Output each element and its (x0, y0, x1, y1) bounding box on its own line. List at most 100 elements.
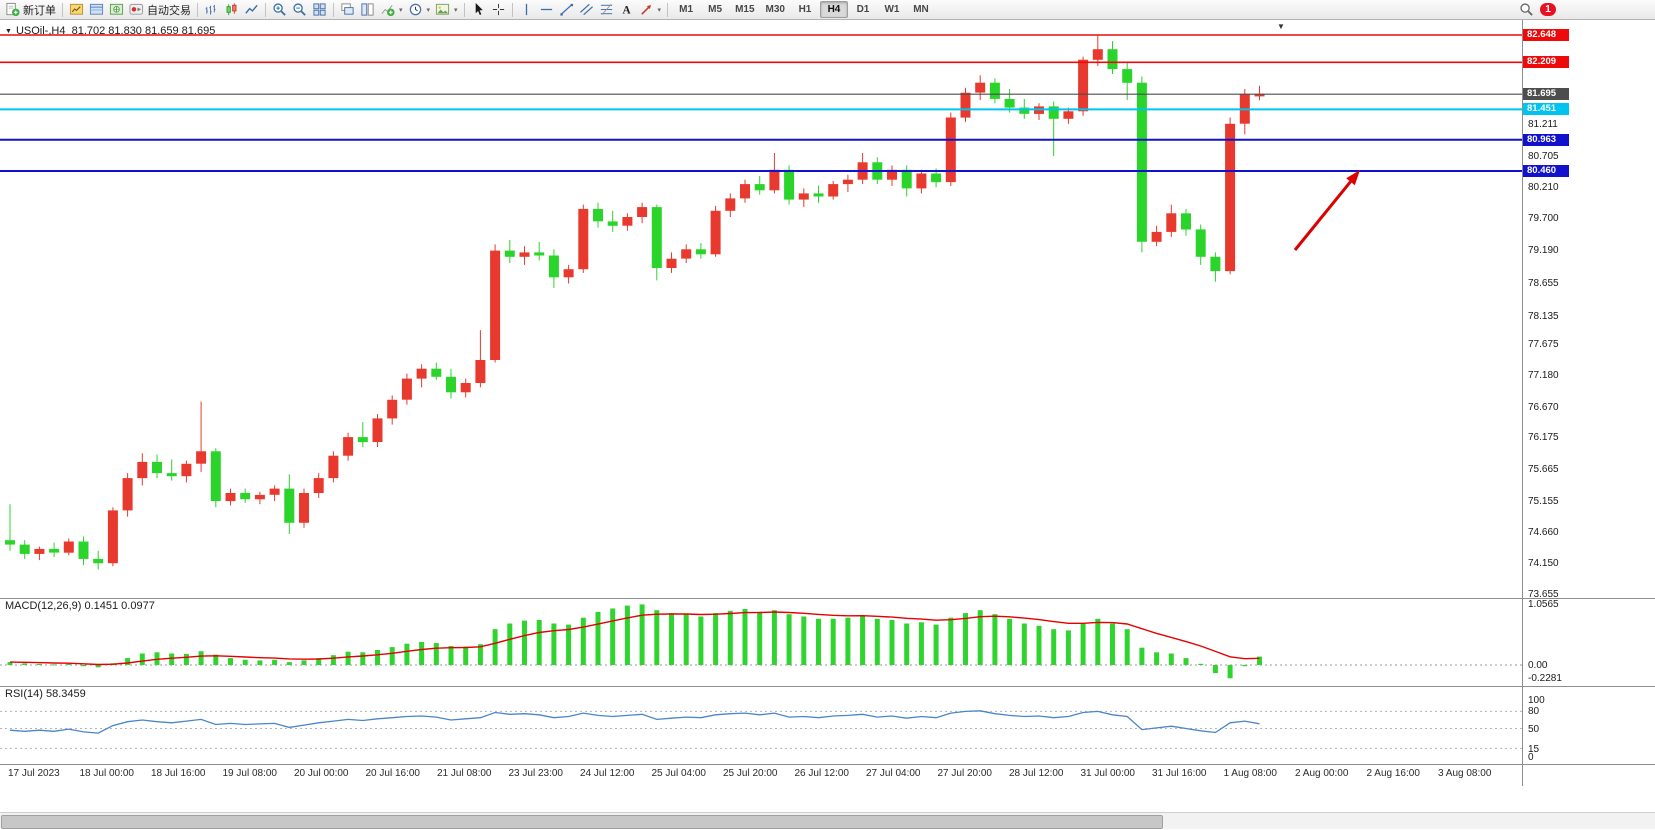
cascade-windows-icon (341, 3, 354, 15)
macd-histogram-bar (669, 613, 674, 665)
time-axis[interactable]: 17 Jul 2023 18 Jul 00:00 18 Jul 16:00 19 Ju… (0, 764, 1522, 786)
notification-badge[interactable]: 1 (1540, 3, 1556, 16)
tile-vertical-button[interactable] (358, 1, 377, 18)
price-axis-label: 81.211 (1528, 119, 1558, 131)
crosshair-button[interactable] (489, 1, 508, 18)
macd-histogram-bar (860, 615, 866, 665)
new-order-button[interactable]: 新订单 (3, 1, 58, 18)
candle-body (63, 541, 74, 553)
candle-body (901, 169, 912, 189)
pane-separator[interactable] (0, 598, 1655, 599)
text-tool[interactable]: A (617, 1, 636, 18)
bar-chart-button[interactable] (202, 1, 221, 18)
equidistant-channel-icon (579, 3, 593, 16)
timeframe-button-d1[interactable]: D1 (856, 4, 870, 15)
period-button[interactable]: ▾ (406, 1, 433, 18)
time-axis-label: 1 Aug 08:00 (1223, 768, 1277, 779)
toolbar-separator (197, 2, 198, 17)
cascade-windows-button[interactable] (338, 1, 357, 18)
macd-histogram-bar (330, 655, 336, 665)
timeframe-button-w1[interactable]: W1 (884, 4, 900, 15)
macd-histogram-bar (1021, 623, 1027, 665)
price-axis[interactable]: 81.211 80.705 80.210 79.700 79.190 78.655 78.1… (1523, 20, 1655, 786)
rsi-pane-canvas[interactable] (0, 686, 1522, 764)
line-chart-button[interactable] (242, 1, 261, 18)
expand-panel-icon[interactable]: ▼ (5, 28, 12, 35)
search-icon[interactable] (1519, 2, 1534, 17)
macd-histogram-bar (389, 647, 395, 665)
price-axis-label: 74.660 (1528, 526, 1559, 538)
template-button[interactable]: ▾ (433, 1, 460, 18)
horizontal-line-tool[interactable] (537, 1, 556, 18)
candle-body (34, 548, 45, 554)
trendline-tool[interactable] (557, 1, 576, 18)
macd-histogram-bar (977, 610, 983, 665)
symbol-period-label: USOil-,H4 (15, 25, 66, 37)
macd-histogram-bar (536, 620, 542, 665)
macd-histogram-bar (1212, 665, 1218, 674)
toolbar-separator (667, 2, 669, 17)
cursor-button[interactable] (469, 1, 488, 18)
time-axis-label: 18 Jul 16:00 (151, 768, 206, 779)
candle-body (975, 82, 986, 93)
candle-body (563, 269, 574, 278)
candle-body (1151, 231, 1162, 242)
scrollbar-thumb[interactable] (1, 815, 1163, 829)
navigator-button[interactable] (107, 1, 126, 18)
chevron-down-icon: ▾ (399, 6, 403, 14)
zoom-out-button[interactable] (290, 1, 309, 18)
candle-body (931, 173, 942, 183)
add-indicator-icon (381, 4, 395, 17)
macd-histogram-bar (683, 614, 689, 665)
timeframe-button-m30[interactable]: M30 (765, 4, 785, 15)
macd-pane-canvas[interactable] (0, 598, 1522, 686)
zoom-in-button[interactable] (270, 1, 289, 18)
data-window-button[interactable] (87, 1, 106, 18)
chart-shift-marker[interactable]: ▼ (1277, 22, 1285, 31)
macd-histogram-bar (125, 658, 131, 665)
candle-body (945, 117, 956, 183)
candlestick-chart-button[interactable] (222, 1, 241, 18)
macd-histogram-bar (198, 651, 204, 665)
macd-histogram-bar (1227, 665, 1233, 679)
macd-histogram-bar (889, 620, 895, 665)
macd-histogram-bar (139, 653, 145, 665)
tile-windows-icon (313, 3, 326, 16)
candle-body (916, 173, 927, 189)
candle-body (240, 493, 251, 500)
candle-body (1225, 123, 1236, 272)
candle-body (989, 82, 1000, 99)
autotrading-button[interactable]: 自动交易 (127, 1, 193, 18)
candle-body (1063, 111, 1074, 119)
price-axis-label: 75.665 (1528, 464, 1559, 476)
time-axis-label: 28 Jul 12:00 (1009, 768, 1064, 779)
timeframe-button-mn[interactable]: MN (913, 4, 929, 15)
arrow-tools-button[interactable]: ▾ (637, 1, 664, 18)
macd-histogram-bar (81, 665, 86, 667)
main-chart-canvas[interactable] (0, 20, 1522, 598)
chevron-down-icon: ▾ (454, 6, 458, 14)
horizontal-scrollbar[interactable] (0, 812, 1655, 829)
time-axis-label: 25 Jul 20:00 (723, 768, 778, 779)
timeframe-button-h4[interactable]: H4 (819, 1, 848, 18)
fibonacci-tool[interactable] (597, 1, 616, 18)
candle-body (519, 252, 530, 257)
candle-body (828, 184, 839, 197)
equidistant-channel-tool[interactable] (577, 1, 596, 18)
pane-separator[interactable] (0, 686, 1655, 687)
data-window-icon (89, 3, 104, 15)
timeframe-button-m1[interactable]: M1 (679, 4, 694, 15)
macd-histogram-bar (933, 624, 939, 665)
timeframe-button-m5[interactable]: M5 (708, 4, 723, 15)
vertical-line-tool[interactable] (517, 1, 536, 18)
candle-body (1107, 49, 1118, 70)
fibonacci-icon (600, 4, 612, 15)
market-watch-button[interactable] (67, 1, 86, 18)
add-indicator-button[interactable]: ▾ (378, 1, 405, 18)
timeframe-button-m15[interactable]: M15 (735, 4, 755, 15)
time-axis-label: 27 Jul 04:00 (866, 768, 921, 779)
tile-windows-button[interactable] (310, 1, 329, 18)
macd-histogram-bar (1198, 663, 1204, 665)
timeframe-button-h1[interactable]: H1 (798, 4, 812, 15)
price-axis-label: 73.655 (1528, 589, 1559, 600)
